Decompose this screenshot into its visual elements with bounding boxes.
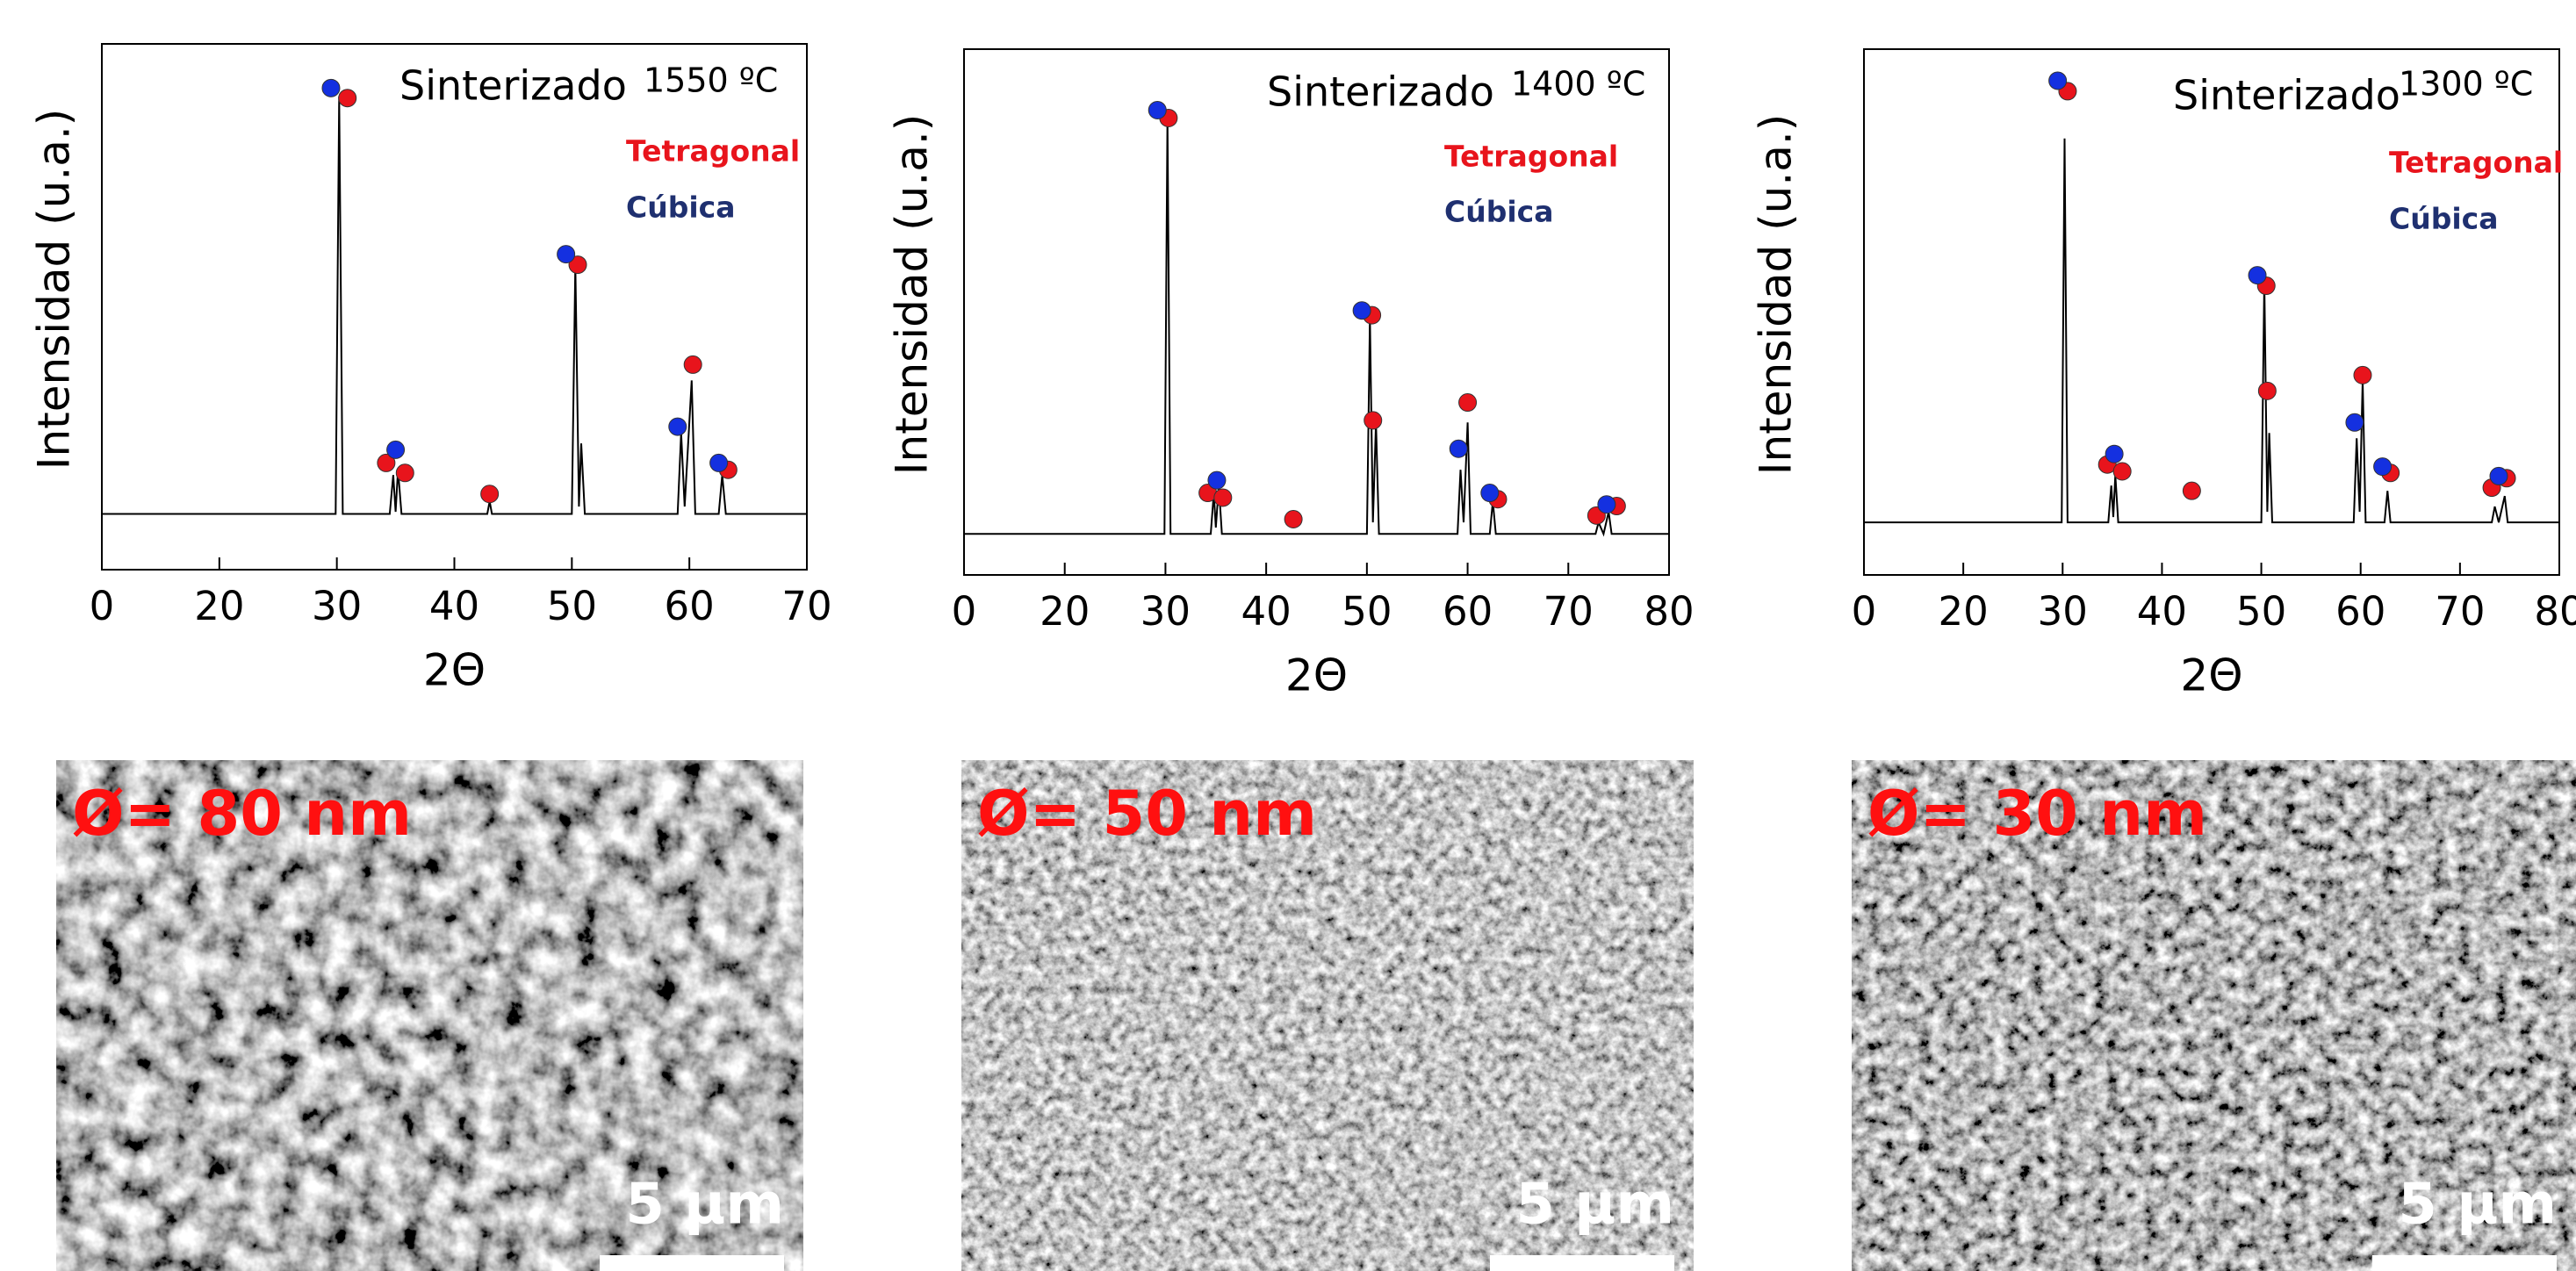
- x-tick-label: 60: [1443, 588, 1493, 635]
- peak-marker: [2105, 445, 2123, 463]
- scale-bar-label: 5 µm: [625, 1173, 784, 1238]
- peak-marker: [2258, 382, 2276, 399]
- peak-marker: [1148, 101, 1166, 118]
- peak-marker: [2374, 458, 2392, 476]
- peak-marker: [2183, 482, 2200, 499]
- x-tick-label: 30: [1140, 588, 1191, 635]
- x-tick-label: 70: [2435, 588, 2485, 635]
- x-tick-label: 70: [781, 583, 831, 629]
- peak-marker: [2049, 72, 2067, 90]
- x-axis-label: 2Θ: [1285, 650, 1348, 701]
- peak-marker: [1481, 485, 1499, 502]
- x-tick-label: 20: [194, 583, 244, 629]
- peak-marker: [558, 246, 575, 263]
- spectrum-line: [1864, 139, 2559, 522]
- x-tick-label: 50: [1342, 588, 1392, 635]
- scale-bar-label: 5 µm: [1515, 1173, 1674, 1238]
- peak-marker: [387, 441, 405, 458]
- peak-marker: [481, 485, 499, 503]
- x-tick-label: 70: [1543, 588, 1594, 635]
- peak-marker: [339, 90, 356, 107]
- legend-label: Cúbica: [2389, 202, 2498, 236]
- grain-size-label: Ø= 50 nm: [977, 778, 1317, 850]
- scale-bar-label: 5 µm: [2398, 1173, 2557, 1238]
- x-tick-label: 50: [2236, 588, 2286, 635]
- scale-bar: [2372, 1255, 2557, 1271]
- plot-frame: [1864, 49, 2559, 575]
- plot-frame: [102, 44, 807, 570]
- y-axis-label: Intensidad (u.a.): [29, 109, 80, 470]
- x-tick-label: 60: [665, 583, 715, 629]
- peak-marker: [1450, 440, 1467, 457]
- x-tick-label: 40: [429, 583, 479, 629]
- x-tick-label: 80: [2534, 588, 2576, 635]
- spectrum-line: [964, 118, 1669, 534]
- chart-title: Sinterizado: [2173, 72, 2400, 119]
- peak-marker: [1284, 511, 1302, 528]
- x-tick-label: 80: [1644, 588, 1694, 635]
- peak-marker: [2346, 413, 2364, 431]
- chart-subtitle: 1550 ºC: [644, 61, 778, 100]
- legend-label: Cúbica: [1444, 195, 1553, 229]
- x-tick-label: 0: [1852, 588, 1877, 635]
- peak-marker: [1214, 489, 1232, 506]
- x-tick-label: 60: [2335, 588, 2385, 635]
- peak-marker: [1353, 302, 1371, 320]
- chart-title: Sinterizado: [399, 62, 627, 110]
- peak-marker: [710, 454, 728, 471]
- peak-marker: [2113, 463, 2131, 480]
- peak-marker: [669, 418, 687, 435]
- legend-label: Tetragonal: [626, 134, 800, 169]
- grain-size-label: Ø= 30 nm: [1867, 778, 2207, 850]
- peak-marker: [1459, 394, 1477, 412]
- peak-marker: [684, 355, 702, 373]
- x-tick-label: 50: [547, 583, 597, 629]
- peak-marker: [1598, 496, 1615, 513]
- x-tick-label: 40: [2137, 588, 2187, 635]
- grain-size-label: Ø= 80 nm: [72, 778, 412, 850]
- x-tick-label: 20: [1040, 588, 1090, 635]
- y-axis-label: Intensidad (u.a.): [1751, 114, 1802, 476]
- x-tick-label: 40: [1241, 588, 1292, 635]
- x-tick-label: 20: [1939, 588, 1989, 635]
- peak-marker: [2249, 267, 2266, 284]
- y-axis-label: Intensidad (u.a.): [887, 114, 938, 476]
- x-tick-label: 30: [2038, 588, 2088, 635]
- chart-subtitle: 1300 ºC: [2399, 65, 2533, 104]
- scale-bar: [600, 1255, 784, 1271]
- legend-label: Tetragonal: [1444, 140, 1618, 174]
- x-axis-label: 2Θ: [423, 645, 486, 696]
- x-axis-label: 2Θ: [2180, 650, 2242, 701]
- peak-marker: [1364, 412, 1382, 429]
- legend-label: Cúbica: [626, 190, 735, 225]
- legend-label: Tetragonal: [2389, 146, 2563, 180]
- x-tick-label: 30: [312, 583, 362, 629]
- peak-marker: [322, 79, 340, 97]
- peak-marker: [1208, 471, 1226, 489]
- peak-marker: [2490, 467, 2508, 485]
- peak-marker: [2354, 366, 2371, 384]
- x-tick-label: 0: [90, 583, 115, 629]
- figure: 0 20 30 40 50 60 70 2Θ Intensidad (u.a.) Sinteriz…: [0, 0, 2576, 1271]
- chart-title: Sinterizado: [1267, 68, 1494, 116]
- chart-subtitle: 1400 ºC: [1511, 65, 1645, 104]
- scale-bar: [1490, 1255, 1674, 1271]
- x-tick-label: 0: [952, 588, 977, 635]
- plot-frame: [964, 49, 1669, 575]
- peak-marker: [396, 464, 414, 482]
